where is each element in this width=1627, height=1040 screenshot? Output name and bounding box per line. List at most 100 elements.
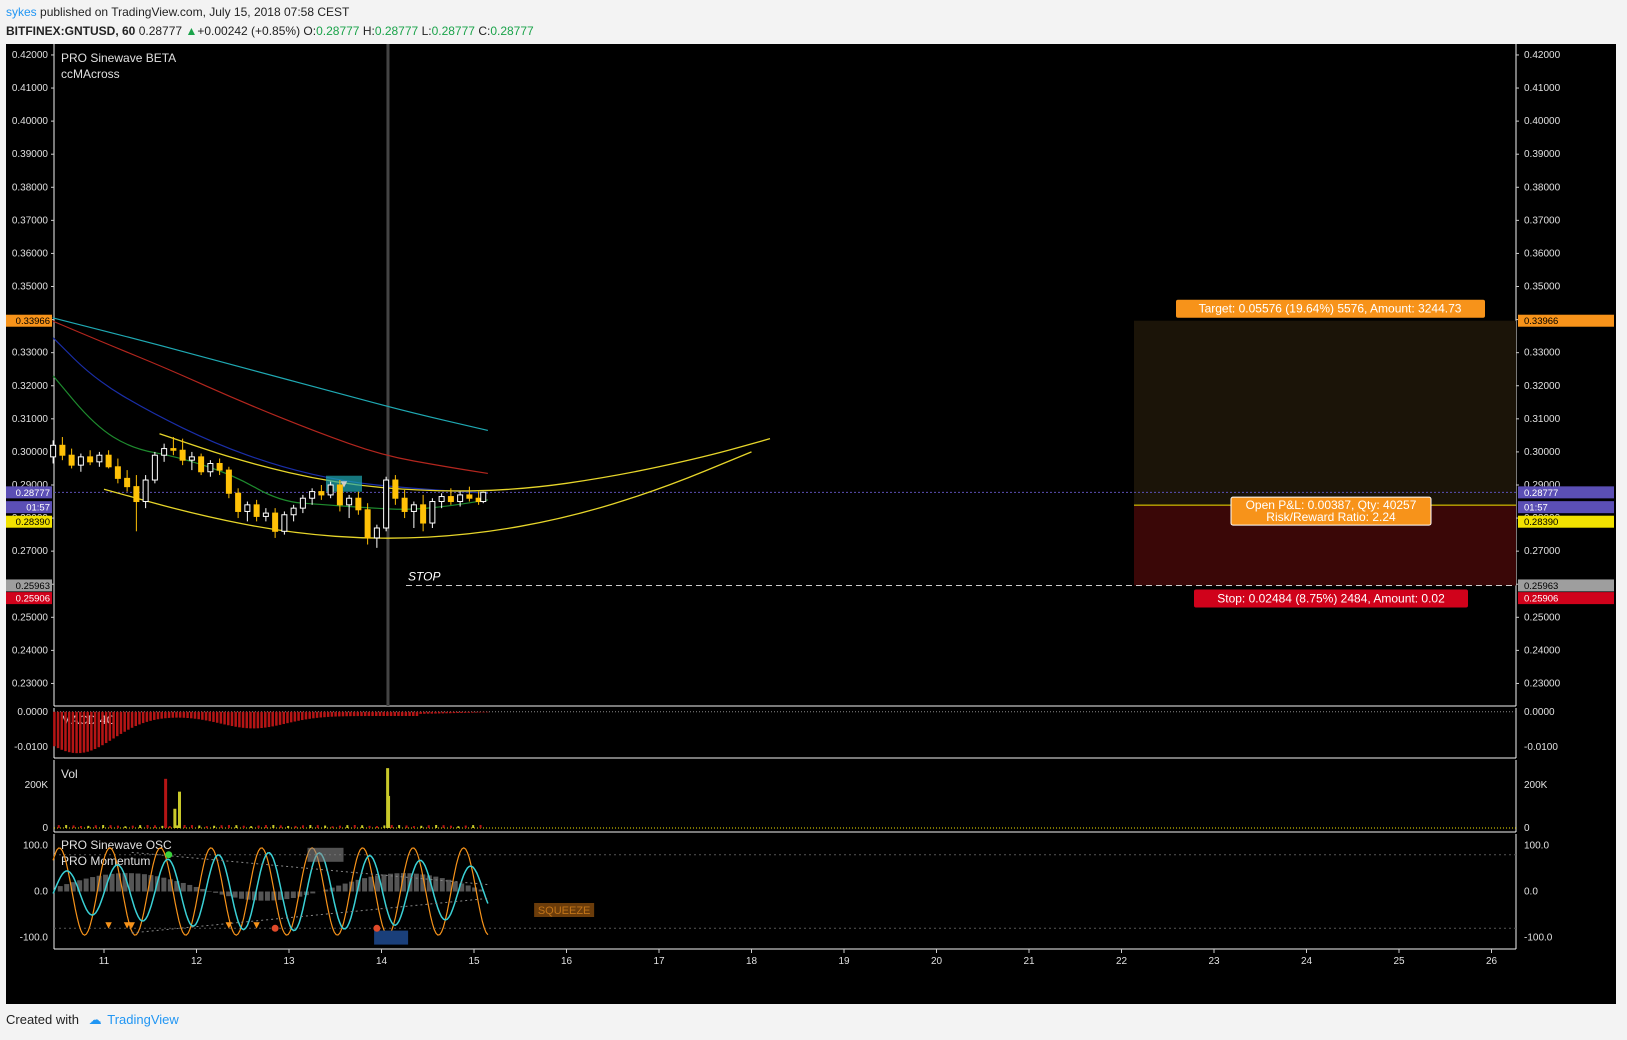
volume-bar — [338, 825, 341, 828]
macd-bar — [426, 711, 430, 714]
sinewave-curve — [158, 433, 771, 492]
macd-bar — [397, 711, 400, 717]
momentum-bar — [446, 879, 452, 892]
macd-bar — [482, 711, 485, 713]
volume-bar — [479, 825, 482, 828]
oscillator-title: PRO Sinewave OSC — [61, 838, 172, 852]
candle-body — [457, 494, 464, 503]
macd-bar — [141, 711, 145, 724]
macd-bar — [382, 711, 385, 717]
macd-bar — [275, 711, 278, 726]
macd-bar — [119, 711, 123, 734]
volume-pane[interactable]: Vol 200K 200K 0 0 — [25, 760, 1548, 834]
macd-bar — [90, 711, 93, 751]
macd-bar — [423, 711, 426, 714]
price-tag-right-label: 0.28777 — [1524, 488, 1558, 499]
volume-bar — [146, 825, 149, 828]
volume-bar — [279, 825, 282, 828]
macd-bar — [153, 711, 156, 720]
price-pane[interactable]: 0.42000 0.42000 0.41000 0.41000 0.40000 0.400… — [6, 44, 1614, 707]
candle-body — [373, 527, 380, 539]
x-tick-label: 16 — [561, 956, 573, 967]
volume-bar — [368, 825, 371, 828]
macd-bar — [190, 711, 193, 719]
macd-bar — [282, 711, 286, 725]
volume-bar — [412, 826, 415, 828]
price-tag-right — [1518, 314, 1614, 327]
volume-title: Vol — [61, 767, 78, 781]
macd-bar — [149, 711, 152, 721]
momentum-bar — [213, 891, 219, 893]
squeeze-label: SQUEEZE — [538, 905, 591, 917]
macd-bar — [230, 711, 234, 727]
candle-body — [50, 444, 57, 458]
candle-body — [262, 512, 269, 517]
volume-bar — [116, 825, 119, 828]
momentum-bar — [290, 891, 296, 898]
volume-bar — [94, 825, 97, 828]
macd-bar — [352, 711, 356, 717]
x-tick-label: 13 — [283, 956, 295, 967]
momentum-bar — [77, 880, 83, 892]
footer: Created with ☁ TradingView — [6, 1012, 179, 1028]
candle-body — [438, 496, 445, 503]
macd-bar — [138, 711, 141, 725]
momentum-bar — [478, 889, 484, 892]
price-tag-right — [1518, 501, 1614, 514]
macd-bar — [164, 711, 167, 719]
macd-bar — [389, 711, 393, 717]
macd-bar — [219, 711, 223, 724]
volume-bar — [264, 825, 267, 828]
author-link[interactable]: sykes — [6, 5, 37, 19]
momentum-bar — [297, 891, 303, 897]
momentum-bar — [375, 875, 381, 892]
macd-bar — [238, 711, 241, 728]
macd-bar — [264, 711, 267, 728]
volume-bar — [227, 825, 230, 828]
macd-bar — [116, 711, 119, 737]
momentum-bar — [57, 886, 63, 892]
candle-body — [87, 456, 94, 463]
momentum-bar — [277, 891, 283, 900]
osc-signal-box — [374, 930, 409, 945]
volume-tick-left: 200K — [25, 780, 49, 791]
x-tick-label: 17 — [653, 956, 665, 967]
macd-bar — [86, 711, 89, 752]
volume-tick-left: 0 — [42, 823, 48, 834]
low-value: 0.28777 — [431, 24, 475, 38]
volume-bar — [449, 825, 452, 828]
macd-bar — [415, 711, 419, 717]
macd-bar — [64, 711, 67, 752]
volume-bar — [331, 826, 334, 828]
oscillator-pane[interactable]: PRO Sinewave OSC PRO Momentum 100.0 100.0 0.… — [20, 834, 1553, 950]
tradingview-brand-link[interactable]: TradingView — [107, 1012, 179, 1027]
chart-canvas[interactable]: 0.42000 0.42000 0.41000 0.41000 0.40000 0.400… — [6, 44, 1616, 1004]
macd-bar — [297, 711, 300, 721]
x-tick-label: 12 — [191, 956, 203, 967]
momentum-bar — [472, 887, 478, 892]
volume-bar — [398, 825, 401, 828]
candle-body — [68, 454, 75, 466]
y-tick-label-left: 0.36000 — [12, 248, 49, 259]
price-tag-left — [6, 515, 52, 528]
volume-bar — [361, 825, 364, 828]
candle-body — [188, 456, 195, 461]
macd-bar — [145, 711, 149, 722]
volume-bar — [435, 825, 438, 828]
volume-bar — [390, 825, 393, 828]
momentum-bar — [342, 883, 348, 892]
momentum-bar — [465, 885, 471, 892]
price-tag-left — [6, 592, 52, 605]
macd-bar — [67, 711, 71, 753]
momentum-bar — [433, 876, 439, 892]
sell-arrow-icon: ▼ — [103, 919, 114, 931]
macd-bar — [474, 711, 478, 713]
volume-bar — [324, 825, 327, 828]
target-label: Target: 0.05576 (19.64%) 5576, Amount: 3… — [1199, 302, 1462, 316]
high-label: H: — [362, 24, 375, 38]
y-tick-label-right: 0.25000 — [1524, 612, 1561, 623]
momentum-bar — [83, 878, 89, 892]
macd-bar — [486, 711, 489, 713]
y-tick-label-left: 0.29000 — [12, 480, 49, 491]
